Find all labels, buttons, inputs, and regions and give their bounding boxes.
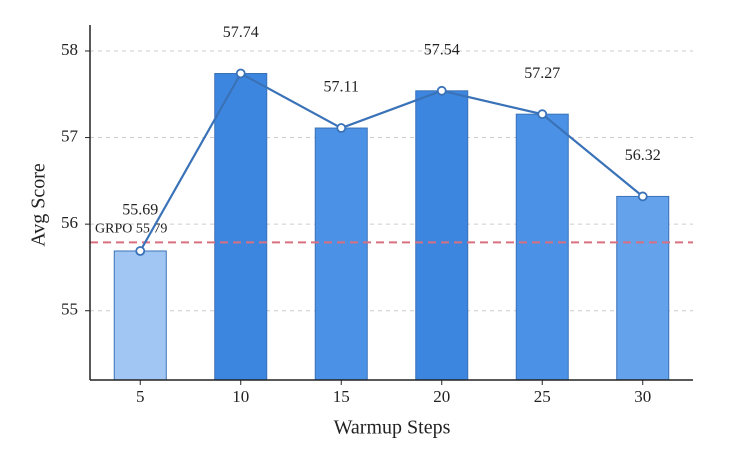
x-tick-label: 25 xyxy=(534,387,551,406)
x-tick-label: 20 xyxy=(433,387,450,406)
line-point xyxy=(537,109,548,120)
x-tick-label: 30 xyxy=(634,387,651,406)
line-point xyxy=(436,85,447,96)
y-axis-title: Avg Score xyxy=(28,163,50,247)
line-point xyxy=(135,246,146,256)
value-label: 57.27 xyxy=(524,65,560,82)
bar xyxy=(113,250,167,381)
x-axis-title: Warmup Steps xyxy=(334,417,451,439)
bar xyxy=(616,195,670,381)
line-point xyxy=(235,68,246,79)
value-label: 57.74 xyxy=(223,24,259,41)
y-tick-label: 55 xyxy=(61,300,78,319)
value-label: 55.69 xyxy=(122,202,158,219)
x-tick-label: 15 xyxy=(333,387,350,406)
x-tick-label: 10 xyxy=(232,387,249,406)
y-tick-label: 56 xyxy=(61,213,78,232)
value-label: 57.54 xyxy=(424,41,460,58)
reference-label: GRPO 55.79 xyxy=(95,222,167,237)
line-point xyxy=(637,191,648,202)
bar xyxy=(214,72,268,381)
line xyxy=(139,72,644,252)
y-tick-label: 57 xyxy=(61,126,79,145)
bar xyxy=(415,90,469,381)
bar xyxy=(515,113,569,381)
x-tick-label: 5 xyxy=(136,387,145,406)
line-point xyxy=(336,123,347,133)
value-label: 56.32 xyxy=(625,147,661,164)
bar xyxy=(314,127,368,381)
value-label: 57.11 xyxy=(324,79,359,96)
y-tick-label: 58 xyxy=(61,40,78,59)
